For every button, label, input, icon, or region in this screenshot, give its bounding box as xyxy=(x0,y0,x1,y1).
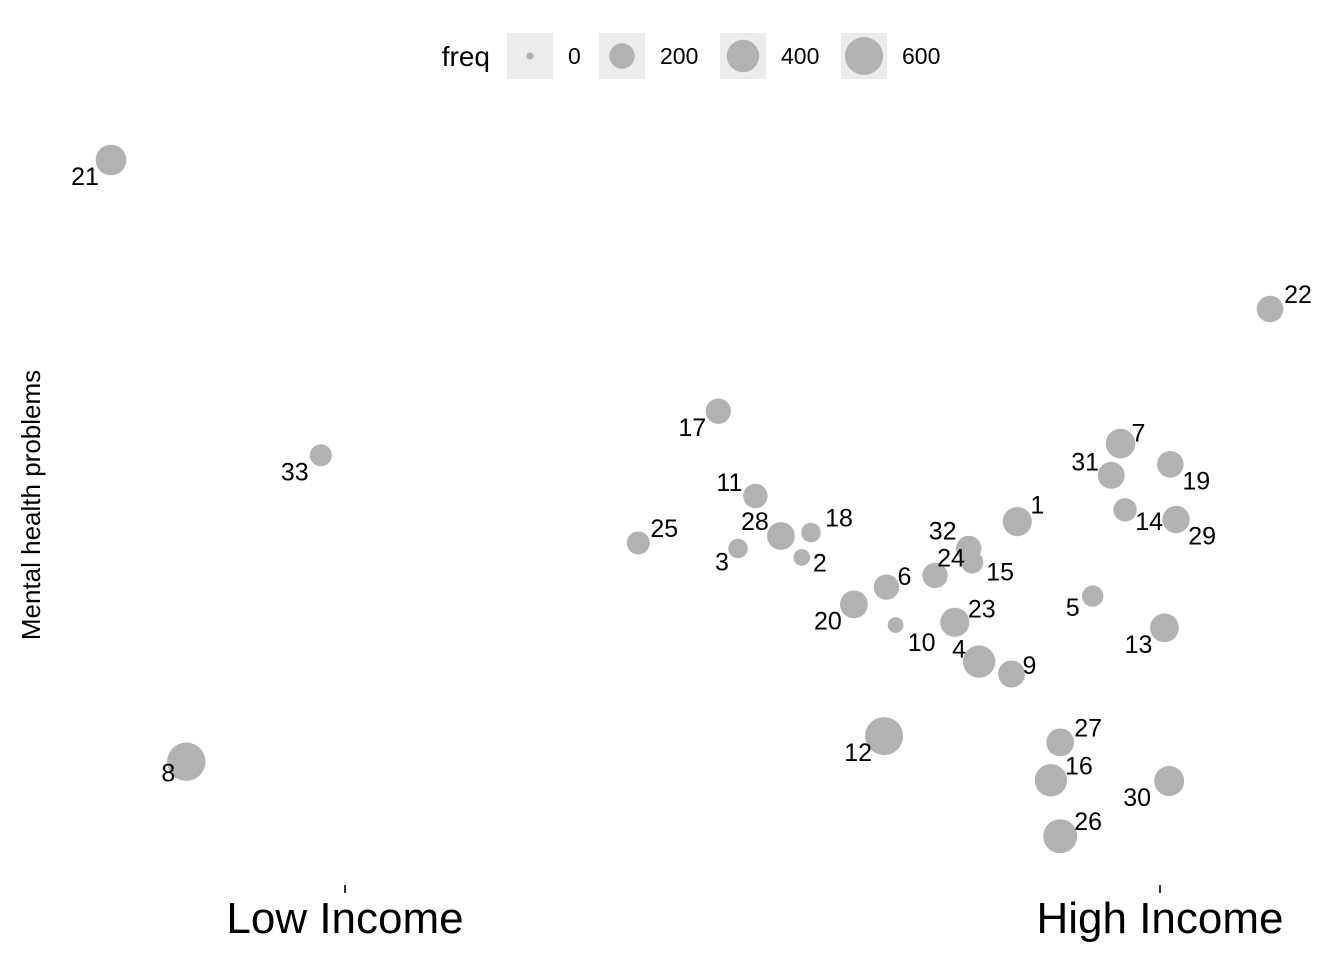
legend: freq 0 200 400 600 xyxy=(442,33,940,79)
legend-key-symbol xyxy=(845,37,883,75)
point-label-33: 33 xyxy=(281,458,309,486)
point-label-2: 2 xyxy=(813,549,827,577)
point-label-18: 18 xyxy=(825,505,853,533)
legend-key-symbol xyxy=(726,39,760,73)
point-32 xyxy=(956,535,982,562)
point-label-10: 10 xyxy=(908,629,936,657)
point-label-24: 24 xyxy=(937,544,965,572)
point-31 xyxy=(1097,461,1125,489)
point-10 xyxy=(887,617,904,633)
point-label-21: 21 xyxy=(71,163,99,191)
point-9 xyxy=(998,660,1025,688)
point-label-14: 14 xyxy=(1135,508,1163,536)
point-label-16: 16 xyxy=(1065,752,1093,780)
point-23 xyxy=(940,607,970,637)
point-label-4: 4 xyxy=(952,636,966,664)
point-label-3: 3 xyxy=(715,549,729,577)
x-tick-label-1: Low Income xyxy=(226,894,463,943)
point-label-1: 1 xyxy=(1030,492,1044,520)
legend-label-400: 400 xyxy=(781,43,819,69)
point-2 xyxy=(793,549,811,566)
point-label-29: 29 xyxy=(1188,523,1216,551)
legend-title: freq xyxy=(442,41,490,72)
point-19 xyxy=(1157,451,1184,478)
point-label-8: 8 xyxy=(161,760,175,788)
legend-key-symbol xyxy=(526,52,534,60)
point-8 xyxy=(167,742,206,781)
point-17 xyxy=(705,398,731,424)
point-18 xyxy=(801,522,821,543)
point-12 xyxy=(865,717,904,756)
legend-key-0: 0 xyxy=(507,33,581,79)
point-30 xyxy=(1154,766,1185,796)
point-11 xyxy=(743,483,768,509)
point-29 xyxy=(1162,505,1190,534)
point-4 xyxy=(962,645,996,678)
point-label-17: 17 xyxy=(678,414,706,442)
point-label-15: 15 xyxy=(986,558,1014,586)
point-label-5: 5 xyxy=(1066,594,1080,622)
point-6 xyxy=(873,574,900,600)
point-26 xyxy=(1043,819,1078,854)
x-axis: Low Income High Income xyxy=(226,885,1284,943)
legend-key-400: 400 xyxy=(720,33,819,79)
point-21 xyxy=(95,144,127,176)
point-13 xyxy=(1150,613,1179,643)
x-tick-label-2: High Income xyxy=(1036,894,1283,943)
point-24 xyxy=(922,562,948,589)
point-3 xyxy=(728,538,748,559)
point-label-28: 28 xyxy=(741,508,769,536)
point-label-32: 32 xyxy=(929,518,957,546)
point-labels-layer: 1234567891011121314151617181920212223242… xyxy=(71,163,1312,836)
legend-label-600: 600 xyxy=(902,43,940,69)
point-20 xyxy=(840,590,868,619)
point-5 xyxy=(1082,585,1104,607)
point-label-22: 22 xyxy=(1284,281,1312,309)
point-14 xyxy=(1113,498,1137,522)
points-layer xyxy=(95,144,1284,854)
point-label-11: 11 xyxy=(716,469,742,497)
point-label-13: 13 xyxy=(1125,631,1153,659)
point-label-19: 19 xyxy=(1182,467,1210,495)
point-label-6: 6 xyxy=(897,563,911,591)
legend-label-0: 0 xyxy=(568,43,581,69)
point-label-12: 12 xyxy=(844,739,872,767)
point-label-31: 31 xyxy=(1071,448,1099,476)
legend-key-600: 600 xyxy=(841,33,940,79)
y-axis-label: Mental health problems xyxy=(16,370,46,640)
point-label-7: 7 xyxy=(1132,420,1146,448)
point-28 xyxy=(767,522,795,550)
legend-key-200: 200 xyxy=(599,33,698,79)
legend-label-200: 200 xyxy=(660,43,698,69)
point-27 xyxy=(1046,728,1075,757)
point-label-20: 20 xyxy=(814,607,842,635)
point-label-26: 26 xyxy=(1074,808,1102,836)
point-16 xyxy=(1034,764,1068,797)
point-label-9: 9 xyxy=(1023,652,1037,680)
point-22 xyxy=(1256,295,1284,323)
point-label-30: 30 xyxy=(1123,784,1151,812)
point-label-27: 27 xyxy=(1074,714,1102,742)
point-1 xyxy=(1002,506,1032,537)
point-25 xyxy=(626,531,650,555)
point-label-23: 23 xyxy=(968,595,996,623)
point-label-25: 25 xyxy=(650,515,678,543)
point-33 xyxy=(309,444,332,467)
legend-key-symbol xyxy=(609,43,635,69)
point-7 xyxy=(1105,428,1136,459)
